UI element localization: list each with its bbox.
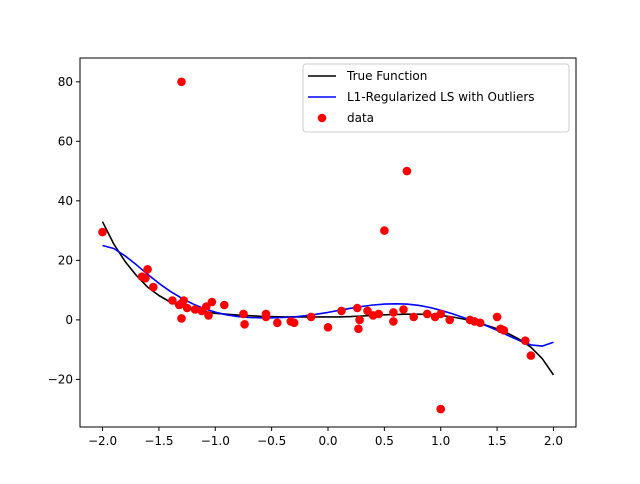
data-point <box>475 318 485 328</box>
data-point <box>389 317 398 326</box>
data-point <box>521 336 530 346</box>
data-point <box>204 311 213 320</box>
data-point <box>177 314 186 323</box>
data-point <box>445 315 455 325</box>
data-point <box>306 312 316 322</box>
x-tick-label: −1.5 <box>144 434 173 448</box>
x-tick-label: −0.5 <box>257 434 286 448</box>
data-point <box>207 297 217 307</box>
data-point <box>141 273 150 283</box>
y-tick-label: −20 <box>48 372 73 386</box>
data-point <box>289 318 299 328</box>
data-point <box>168 296 177 305</box>
legend-label: data <box>347 111 374 125</box>
data-point <box>323 323 333 332</box>
data-point <box>409 312 419 322</box>
data-point <box>190 305 200 314</box>
data-point <box>499 326 509 335</box>
data-point <box>492 312 502 322</box>
data-point <box>389 308 398 317</box>
y-tick-label: 80 <box>58 75 73 89</box>
axes-frame <box>79 57 577 428</box>
data-point <box>98 227 107 237</box>
data-point <box>143 265 152 274</box>
data-point <box>436 309 446 319</box>
data-point <box>182 303 192 313</box>
data-point <box>354 324 363 334</box>
legend-label: True Function <box>346 69 427 83</box>
data-point <box>355 315 364 325</box>
data-point <box>422 309 432 319</box>
x-tick-label: −2.0 <box>88 434 117 448</box>
legend-label: L1-Regularized LS with Outliers <box>347 90 535 104</box>
data-point <box>337 306 346 316</box>
plot-area <box>98 77 555 414</box>
data-point <box>239 309 248 319</box>
data-point <box>436 404 446 414</box>
data-point <box>526 351 536 360</box>
x-tick-label: 0.0 <box>318 434 337 448</box>
data-point <box>402 166 412 176</box>
data-point <box>149 282 158 292</box>
data-point <box>353 303 362 313</box>
legend-box <box>302 63 570 133</box>
y-tick-label: 0 <box>65 313 73 327</box>
data-point <box>273 318 282 328</box>
data-point <box>220 300 229 310</box>
legend: True Function L1-Regularized LS with Outl… <box>302 63 570 133</box>
x-tick-label: 1.0 <box>431 434 450 448</box>
data-point <box>399 305 408 314</box>
data-point <box>261 309 271 319</box>
x-axis: −2.0 −1.5 −1.0 −0.5 0.0 0.5 1.0 1.5 2.0 <box>88 427 563 448</box>
y-tick-label: 40 <box>58 194 73 208</box>
y-axis: −20 0 20 40 60 80 <box>48 75 80 386</box>
data-point <box>177 77 186 87</box>
data-point <box>374 309 384 319</box>
y-tick-label: 20 <box>58 253 73 267</box>
x-tick-label: 1.5 <box>488 434 507 448</box>
data-point <box>380 226 389 235</box>
x-tick-label: −1.0 <box>201 434 230 448</box>
x-tick-label: 0.5 <box>375 434 394 448</box>
data-point <box>240 320 249 329</box>
legend-swatch-marker <box>317 113 327 123</box>
y-tick-label: 60 <box>58 134 73 148</box>
x-tick-label: 2.0 <box>544 434 563 448</box>
